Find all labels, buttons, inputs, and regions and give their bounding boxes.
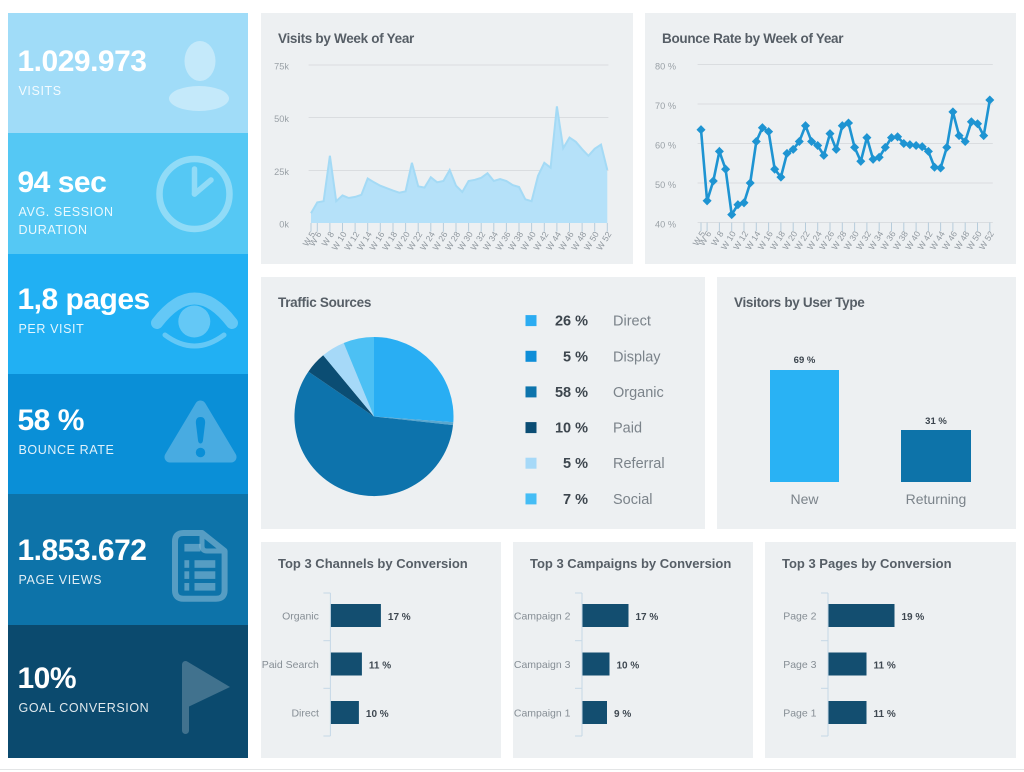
svg-text:Organic: Organic	[282, 611, 319, 623]
svg-text:Campaign 2: Campaign 2	[514, 611, 571, 623]
svg-text:80 %: 80 %	[655, 62, 676, 72]
svg-text:Paid Search: Paid Search	[262, 659, 319, 671]
svg-text:75k: 75k	[274, 62, 289, 72]
svg-text:Direct: Direct	[291, 708, 319, 720]
svg-text:7 %: 7 %	[563, 492, 588, 508]
svg-text:Returning: Returning	[906, 491, 967, 507]
svg-text:5 %: 5 %	[563, 456, 588, 472]
svg-text:10 %: 10 %	[366, 709, 389, 720]
svg-text:Paid: Paid	[613, 421, 642, 437]
svg-text:Organic: Organic	[613, 385, 664, 401]
svg-text:0k: 0k	[279, 220, 289, 230]
svg-text:17 %: 17 %	[636, 612, 659, 623]
svg-text:40 %: 40 %	[655, 220, 676, 230]
svg-text:17 %: 17 %	[388, 612, 411, 623]
svg-text:70 %: 70 %	[655, 101, 676, 111]
svg-text:Direct: Direct	[613, 314, 651, 330]
svg-text:Campaign 3: Campaign 3	[514, 659, 571, 671]
svg-text:New: New	[790, 491, 819, 507]
svg-text:9 %: 9 %	[614, 709, 631, 720]
svg-text:58 %: 58 %	[555, 385, 588, 401]
svg-text:19 %: 19 %	[902, 612, 925, 623]
svg-text:11 %: 11 %	[874, 661, 896, 672]
svg-text:60 %: 60 %	[655, 141, 676, 151]
svg-text:Page 1: Page 1	[783, 708, 816, 720]
svg-text:10 %: 10 %	[617, 661, 640, 672]
svg-text:Page 3: Page 3	[783, 659, 816, 671]
svg-text:26 %: 26 %	[555, 314, 588, 330]
svg-text:31 %: 31 %	[925, 416, 947, 427]
svg-text:50k: 50k	[274, 114, 289, 124]
svg-text:Page 2: Page 2	[783, 611, 816, 623]
svg-text:11 %: 11 %	[874, 709, 896, 720]
svg-text:Referral: Referral	[613, 456, 665, 472]
svg-text:10 %: 10 %	[555, 421, 588, 437]
svg-text:25k: 25k	[274, 167, 289, 177]
svg-text:69 %: 69 %	[794, 355, 816, 366]
svg-text:Social: Social	[613, 492, 653, 508]
svg-text:5 %: 5 %	[563, 349, 588, 365]
svg-text:11 %: 11 %	[369, 661, 391, 672]
svg-text:50 %: 50 %	[655, 180, 676, 190]
svg-text:Display: Display	[613, 349, 661, 365]
svg-text:Campaign 1: Campaign 1	[514, 708, 571, 720]
